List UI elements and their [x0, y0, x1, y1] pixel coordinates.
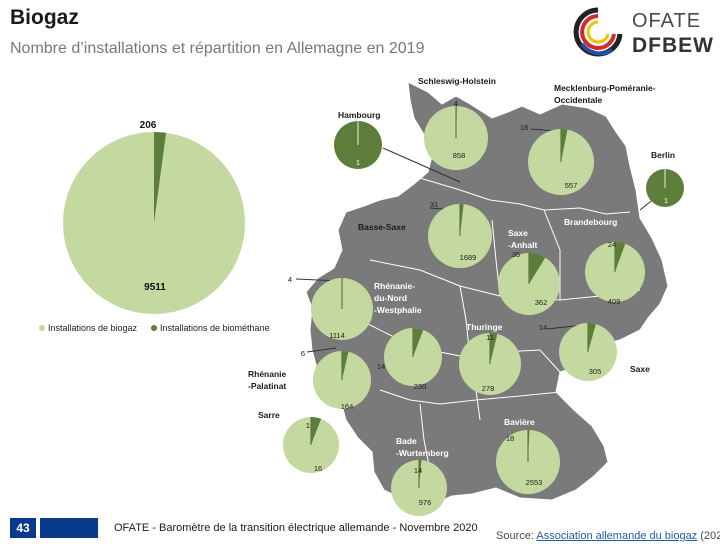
label-rp-line2: -Palatinat — [248, 381, 286, 391]
state-pie-biomethane — [311, 417, 322, 445]
footer-text: OFATE - Baromètre de la transition élect… — [114, 522, 478, 534]
germany-pie — [63, 132, 245, 314]
state-biogas-value: 1689 — [460, 253, 477, 262]
label-schleswig-holstein: Schleswig-Holstein — [418, 76, 496, 86]
germany-biogas-value: 9511 — [144, 282, 166, 293]
state-biomethane-value: 11 — [486, 333, 494, 342]
state-pie-group: 362 35 — [498, 250, 560, 315]
state-labels: Schleswig-Holstein Mecklenburg-Poméranie… — [248, 76, 675, 458]
state-biogas-value: 976 — [419, 498, 432, 507]
state-pie-biomethane — [460, 203, 464, 236]
state-biogas-value: 409 — [608, 297, 621, 306]
state-biomethane-value: 18 — [506, 434, 514, 443]
legend-biomethane-swatch — [151, 325, 157, 331]
state-biogas-value: 1 — [664, 196, 668, 205]
chart-legend: Installations de biogaz Installations de… — [39, 323, 270, 333]
state-pie-group: 409 24 — [585, 240, 645, 306]
state-pie-biomethane — [588, 323, 596, 352]
state-biomethane-value: 4 — [454, 99, 458, 108]
state-pie-biomethane — [419, 460, 422, 488]
state-biogas-value: 164 — [341, 402, 354, 411]
label-bw-line2: -Wurtemberg — [396, 448, 449, 458]
state-biomethane-value: 24 — [608, 240, 616, 249]
legend-biogas-label: Installations de biogaz — [48, 323, 138, 333]
label-saxe-anhalt-line2: -Anhalt — [508, 240, 537, 250]
source-prefix: Source: — [496, 530, 537, 542]
label-nrw-line3: -Westphalie — [374, 305, 422, 315]
state-biogas-value: 362 — [535, 298, 548, 307]
page-title: Biogaz — [10, 6, 79, 29]
state-pie-biomethane — [413, 327, 424, 357]
logo-text-top: OFATE — [632, 10, 702, 32]
legend-biomethane-label: Installations de biométhane — [160, 323, 270, 333]
germany-biomethane-value: 206 — [140, 120, 157, 131]
state-biomethane-value: 35 — [512, 250, 520, 259]
logo-swirl-icon — [573, 7, 623, 57]
state-pies: 8584557181116893136235409241114423014278… — [283, 99, 684, 516]
state-pie-group: 1114 4 — [288, 275, 373, 340]
label-berlin: Berlin — [651, 150, 675, 160]
state-pie-biomethane — [342, 351, 349, 380]
state-biogas-value: 1 — [356, 158, 360, 167]
state-biomethane-value: 1 — [306, 421, 310, 430]
state-biogas-value: 278 — [482, 384, 495, 393]
state-biogas-value: 230 — [414, 382, 427, 391]
state-pie-biomethane — [490, 333, 498, 364]
state-pie-group: 1689 31 — [428, 200, 492, 268]
label-nrw-line1: Rhénanie- — [374, 281, 415, 291]
state-biomethane-value: 4 — [288, 275, 292, 284]
ofate-logo: OFATE DFBEW — [568, 4, 714, 60]
state-pie-group: 278 11 — [459, 333, 521, 395]
state-biogas-value: 557 — [565, 181, 578, 190]
state-pie-biomethane — [561, 129, 568, 162]
state-pie-group: 557 18 — [520, 123, 594, 195]
state-biogas-value: 2553 — [526, 478, 543, 487]
label-rp-line1: Rhénanie — [248, 369, 287, 379]
label-basse-saxe: Basse-Saxe — [358, 222, 406, 232]
state-biomethane-value: 18 — [520, 123, 528, 132]
page-subtitle: Nombre d’installations et répartition en… — [10, 40, 425, 57]
source-note: Source: Association allemande du biogaz … — [496, 530, 720, 542]
label-baviere: Bavière — [504, 417, 535, 427]
state-biomethane-value: 31 — [430, 200, 438, 209]
label-saxe: Saxe — [630, 364, 650, 374]
label-nrw-line2: du-Nord — [374, 293, 407, 303]
footer-blue-bar — [40, 518, 98, 538]
state-biomethane-value: 14 — [414, 466, 422, 475]
state-pie-group: 976 14 — [391, 460, 447, 516]
label-sarre: Sarre — [258, 410, 280, 420]
state-biomethane-value: 6 — [301, 349, 305, 358]
source-link[interactable]: Association allemande du biogaz — [536, 530, 698, 542]
state-biogas-value: 305 — [589, 367, 602, 376]
state-biogas-value: 858 — [453, 151, 466, 160]
label-mecklenburg-line2: Occidentale — [554, 95, 602, 105]
label-brandebourg: Brandebourg — [564, 217, 617, 227]
germany-pie-biomethane — [154, 132, 167, 223]
state-pie-group: 230 14 — [377, 327, 442, 391]
logo-text-bottom: DFBEW — [632, 34, 714, 57]
label-saxe-anhalt-line1: Saxe — [508, 228, 528, 238]
state-biogas-value: 1114 — [329, 331, 345, 340]
state-pie-group: 1 — [646, 169, 684, 207]
label-thuringe: Thuringe — [466, 322, 503, 332]
legend-biogas-swatch — [39, 325, 45, 331]
label-mecklenburg-line1: Mecklenburg-Poméranie- — [554, 83, 656, 93]
state-biomethane-value: 14 — [539, 323, 547, 332]
state-pie-group: 2553 18 — [496, 429, 560, 494]
state-pie-group: 1 — [334, 121, 382, 169]
label-bw-line1: Bade — [396, 436, 417, 446]
state-pie-biomethane — [615, 242, 626, 272]
source-suffix: (2020). — [700, 530, 720, 542]
page-number: 43 — [10, 518, 36, 538]
state-pie-biomethane — [529, 253, 546, 284]
state-pie-group: 16 1 — [283, 417, 339, 473]
state-biomethane-value: 14 — [377, 362, 385, 371]
state-pie-group: 858 4 — [424, 99, 488, 170]
state-pie-group: 305 14 — [539, 323, 617, 381]
label-hambourg: Hambourg — [338, 110, 381, 120]
state-biogas-value: 16 — [314, 464, 322, 473]
